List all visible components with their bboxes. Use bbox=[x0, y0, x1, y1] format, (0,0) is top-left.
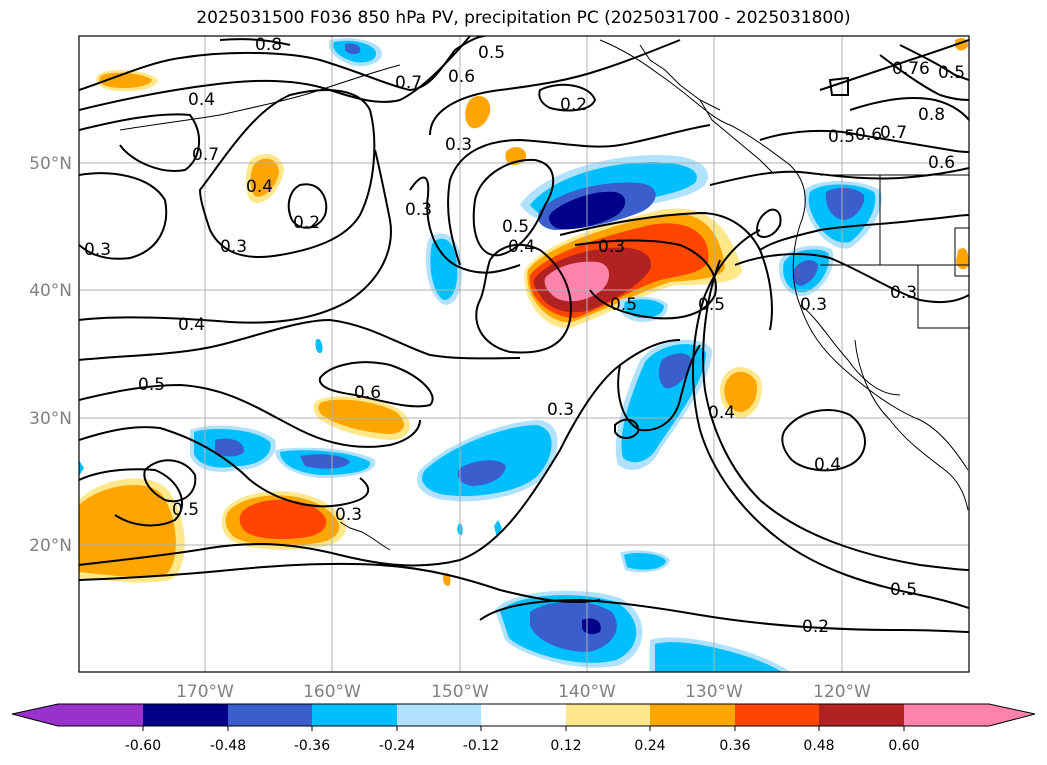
contour-label: 0.3 bbox=[800, 295, 827, 315]
contour-label: 0.5 bbox=[890, 580, 917, 600]
contour-label: 0.5 bbox=[478, 43, 505, 63]
colorbar-tick-label: -0.36 bbox=[294, 738, 330, 754]
map-plot-area: 0.8 0.7 0.6 0.5 0.2 0.3 0.4 0.7 0.4 0.2 … bbox=[79, 35, 969, 672]
lat-label: 20°N bbox=[29, 536, 72, 556]
colorbar-tick-label: 0.36 bbox=[719, 738, 750, 754]
colorbar-tick-label: -0.12 bbox=[463, 738, 499, 754]
colorbar-segment bbox=[481, 704, 566, 726]
contour-label: 0.3 bbox=[405, 200, 432, 220]
contour-label: 0.5 bbox=[172, 500, 199, 520]
colorbar-ticks bbox=[142, 726, 905, 731]
contour-label: 0.76 bbox=[892, 59, 930, 79]
contour-label: 0.4 bbox=[708, 403, 735, 423]
colorbar-tick-label: 0.60 bbox=[888, 738, 919, 754]
precip-positive-edge bbox=[956, 248, 969, 270]
contour-label: 0.6 bbox=[354, 383, 381, 403]
contour-label: 0.2 bbox=[560, 95, 587, 115]
colorbar-segment bbox=[397, 704, 481, 726]
contour-label: 0.6 bbox=[855, 125, 882, 145]
contour-label: 0.6 bbox=[448, 67, 475, 87]
colorbar-tick-label: -0.24 bbox=[379, 738, 415, 754]
colorbar-tick-label: 0.24 bbox=[634, 738, 665, 754]
colorbar-segment bbox=[312, 704, 397, 726]
contour-label: 0.4 bbox=[246, 177, 273, 197]
contour-label: 0.4 bbox=[188, 90, 215, 110]
contour-label: 0.5 bbox=[138, 375, 165, 395]
contour-label: 0.7 bbox=[880, 123, 907, 143]
colorbar-segment bbox=[12, 704, 143, 726]
colorbar-tick-label: 0.12 bbox=[550, 738, 581, 754]
lon-label: 140°W bbox=[558, 682, 616, 702]
colorbar-segment bbox=[650, 704, 735, 726]
lon-label: 170°W bbox=[176, 682, 234, 702]
colorbar-tick-label: 0.48 bbox=[803, 738, 834, 754]
pv-contours bbox=[79, 36, 969, 633]
map-title: 2025031500 F036 850 hPa PV, precipitatio… bbox=[196, 8, 851, 28]
colorbar-segment bbox=[143, 704, 228, 726]
longitude-labels: 170°W 160°W 150°W 140°W 130°W 120°W bbox=[176, 682, 871, 702]
lon-label: 160°W bbox=[303, 682, 361, 702]
contour-label: 0.5 bbox=[828, 127, 855, 147]
precip-positive-main bbox=[524, 208, 742, 329]
lat-label: 30°N bbox=[29, 409, 72, 429]
map-frame bbox=[78, 35, 970, 673]
contour-label: 0.5 bbox=[698, 295, 725, 315]
contour-label: 0.4 bbox=[508, 237, 535, 257]
precip-positive-spot bbox=[465, 96, 491, 129]
contour-label: 0.4 bbox=[814, 455, 841, 475]
lat-label: 50°N bbox=[29, 154, 72, 174]
contour-label: 0.8 bbox=[255, 35, 282, 55]
contour-label: 0.2 bbox=[802, 617, 829, 637]
precip-positive-spot bbox=[250, 158, 279, 197]
colorbar: -0.60 -0.48 -0.36 -0.24 -0.12 0.12 0.24 … bbox=[11, 703, 1036, 754]
precip-negative-areas bbox=[79, 38, 882, 672]
colorbar-segment bbox=[904, 704, 1035, 726]
contour-label: 0.7 bbox=[395, 73, 422, 93]
pv-contour-labels: 0.8 0.7 0.6 0.5 0.2 0.3 0.4 0.7 0.4 0.2 … bbox=[84, 35, 965, 637]
colorbar-segment bbox=[228, 704, 312, 726]
lon-label: 120°W bbox=[813, 682, 871, 702]
lon-label: 150°W bbox=[431, 682, 489, 702]
colorbar-segment bbox=[566, 704, 650, 726]
contour-label: 0.3 bbox=[445, 135, 472, 155]
contour-label: 0.3 bbox=[890, 283, 917, 303]
contour-label: 0.8 bbox=[918, 105, 945, 125]
graticule bbox=[79, 36, 969, 672]
colorbar-tick-label: -0.48 bbox=[210, 738, 246, 754]
precip-positive-band bbox=[318, 399, 404, 434]
colorbar-tick-label: -0.60 bbox=[125, 738, 161, 754]
contour-label: 0.2 bbox=[293, 213, 320, 233]
latitude-labels: 50°N 40°N 30°N 20°N bbox=[29, 154, 72, 556]
contour-label: 0.5 bbox=[938, 63, 965, 83]
precip-positive-south bbox=[239, 499, 327, 540]
contour-label: 0.3 bbox=[220, 237, 247, 257]
contour-label: 0.3 bbox=[598, 237, 625, 257]
lat-label: 40°N bbox=[29, 281, 72, 301]
contour-label: 0.3 bbox=[84, 240, 111, 260]
coastlines bbox=[119, 39, 969, 551]
precip-positive-spot bbox=[99, 72, 152, 88]
contour-label: 0.5 bbox=[502, 217, 529, 237]
precip-positive-dot bbox=[442, 573, 451, 586]
precip-positive-southwest bbox=[79, 484, 176, 578]
contour-label: 0.6 bbox=[928, 153, 955, 173]
lon-label: 130°W bbox=[685, 682, 743, 702]
contour-label: 0.5 bbox=[610, 295, 637, 315]
precip-positive-east bbox=[724, 371, 758, 412]
contour-label: 0.4 bbox=[178, 315, 205, 335]
contour-label: 0.3 bbox=[335, 505, 362, 525]
colorbar-outline bbox=[11, 703, 1036, 727]
colorbar-segment bbox=[819, 704, 904, 726]
contour-label: 0.7 bbox=[192, 145, 219, 165]
contour-label: 0.3 bbox=[547, 400, 574, 420]
colorbar-segment bbox=[735, 704, 819, 726]
